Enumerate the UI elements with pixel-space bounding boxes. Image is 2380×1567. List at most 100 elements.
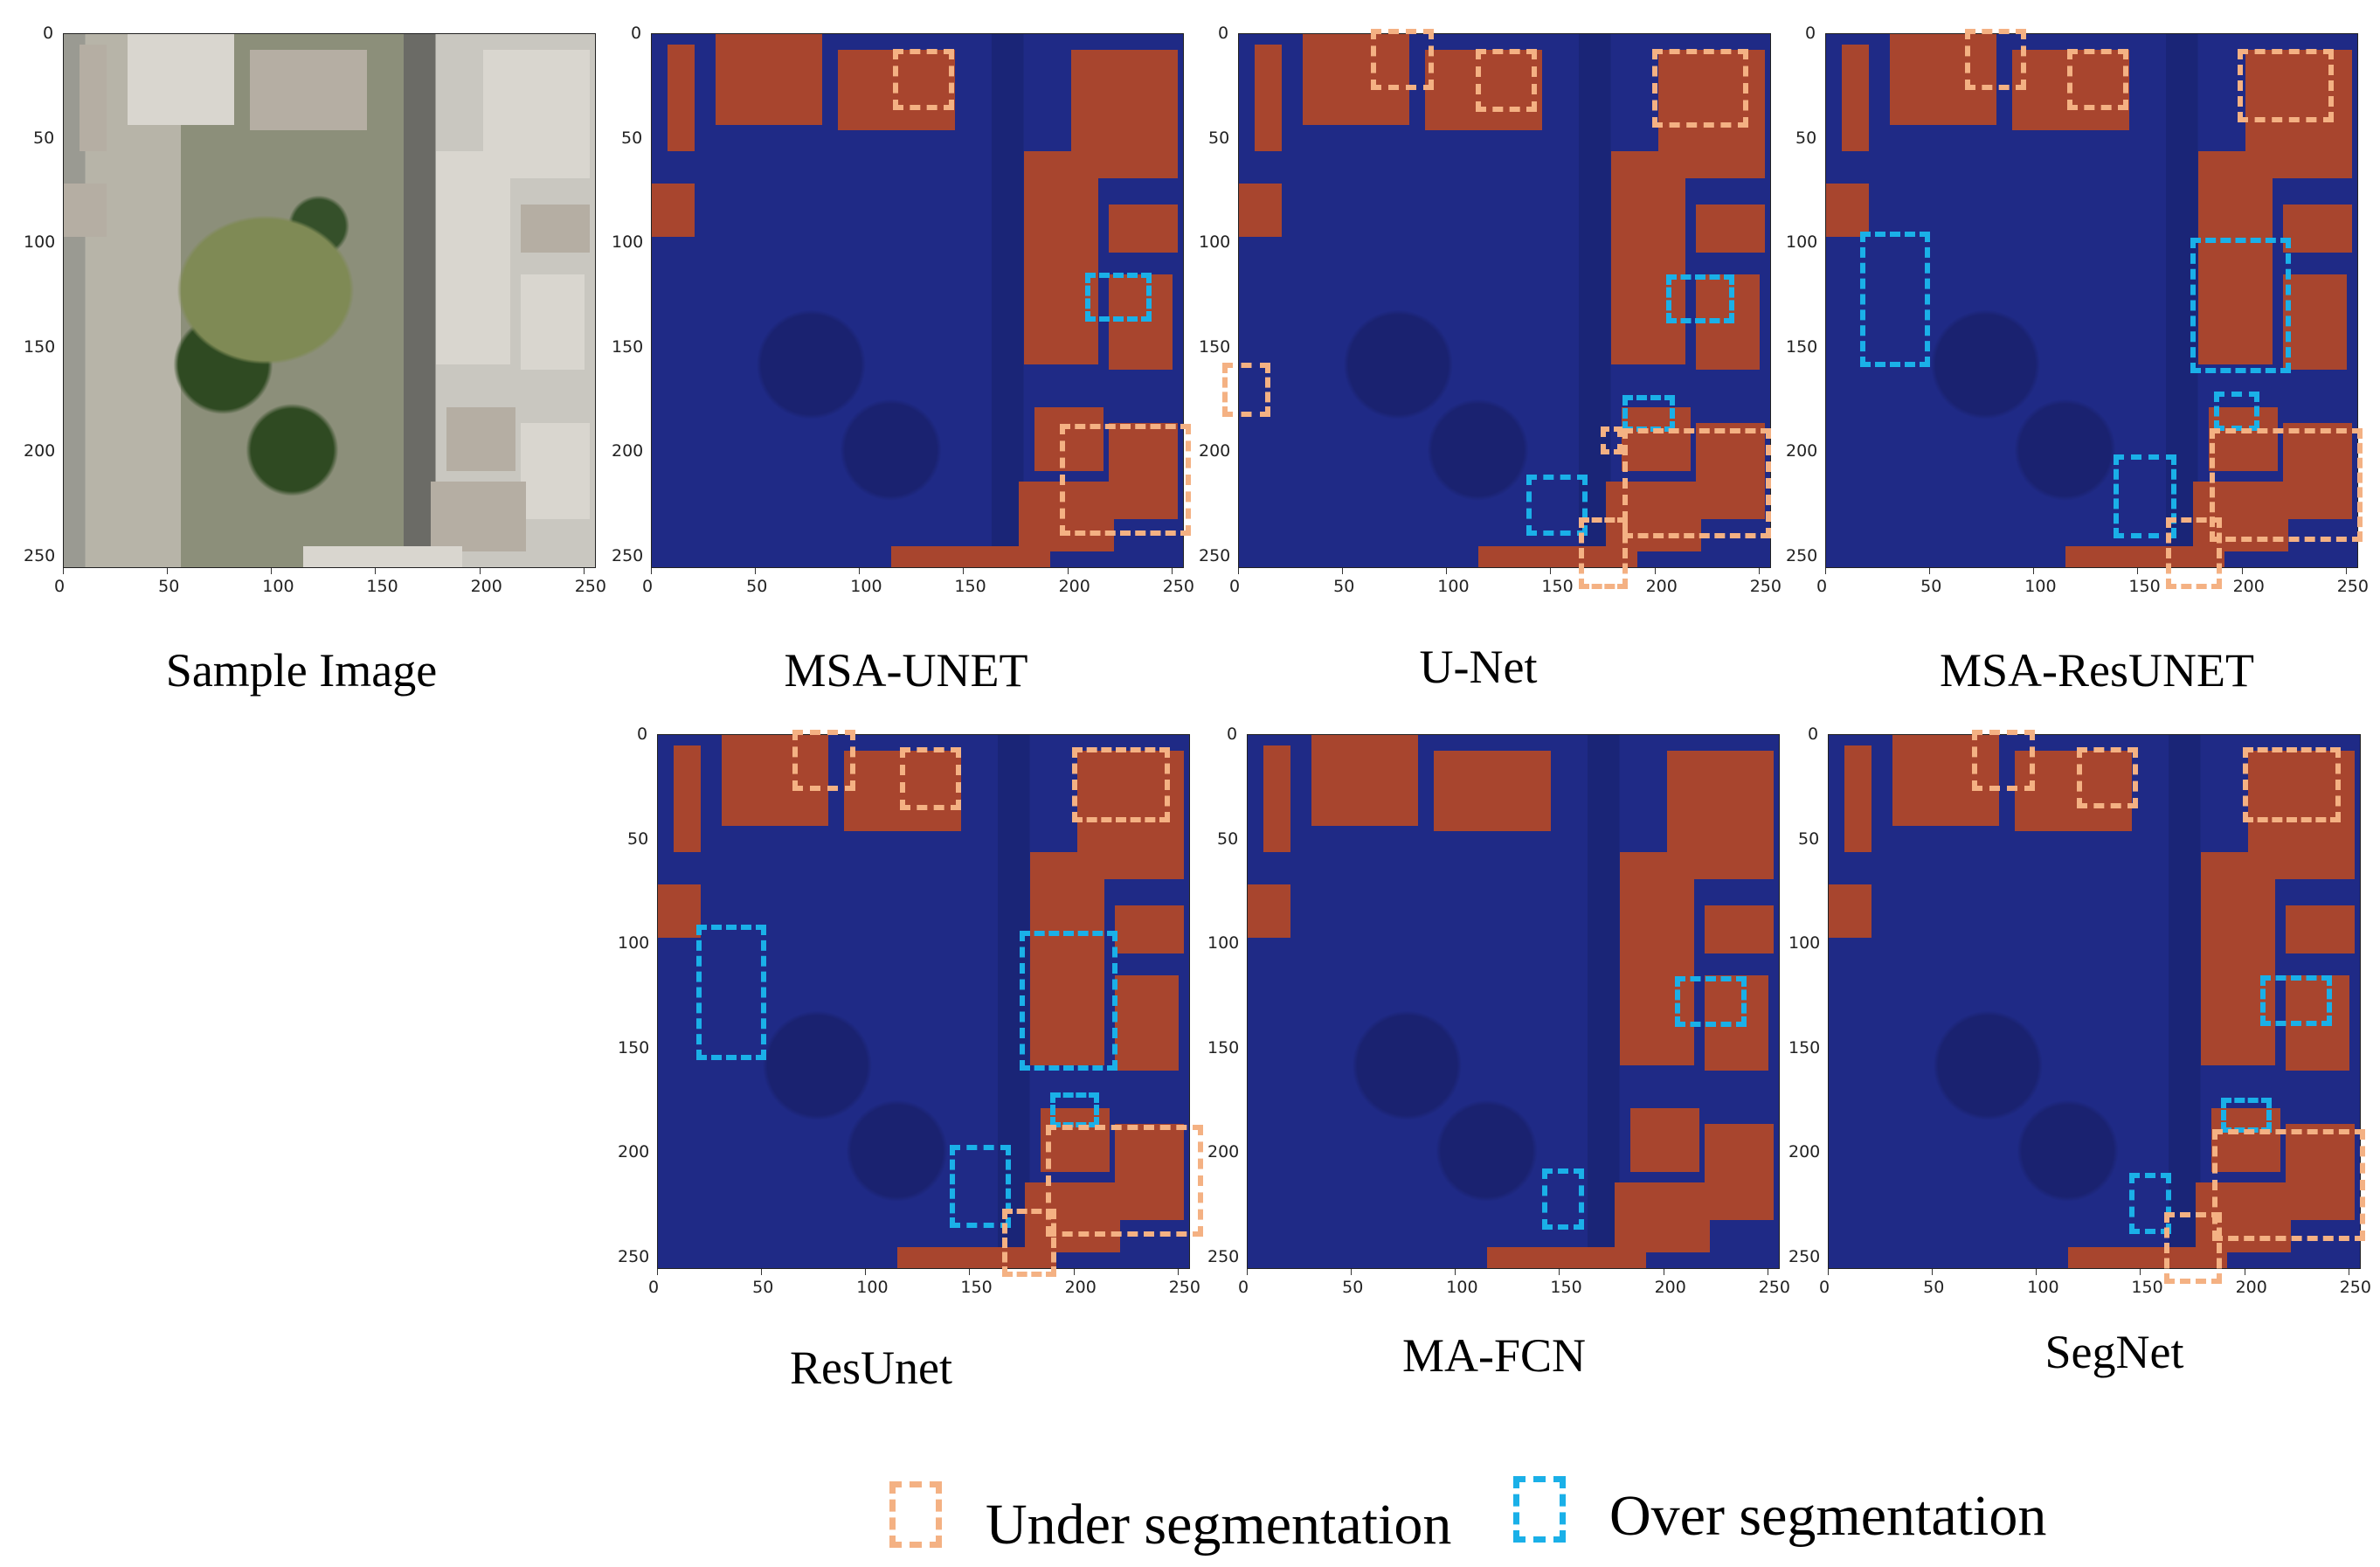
x-tick-label: 0 xyxy=(54,577,66,596)
x-tick-label: 100 xyxy=(262,577,294,596)
x-tick-label: 250 xyxy=(1168,1278,1200,1297)
under-segmentation-box xyxy=(2077,747,2138,808)
y-tick-label: 50 xyxy=(1217,829,1239,849)
under-segmentation-box xyxy=(893,49,954,110)
mask-building xyxy=(1629,1108,1699,1173)
y-tick-label: 250 xyxy=(1786,545,1818,565)
x-tick-mark xyxy=(375,568,377,574)
photo-building xyxy=(430,482,526,551)
x-tick-mark xyxy=(479,568,481,574)
x-tick-mark xyxy=(1929,568,1931,574)
legend-over-label: Over segmentation xyxy=(1609,1484,2047,1548)
photo-building xyxy=(435,151,510,365)
x-tick-label: 200 xyxy=(470,577,502,596)
mask-building xyxy=(2208,407,2278,472)
mask-building xyxy=(1619,852,1694,1066)
under-segmentation-box xyxy=(1622,428,1771,538)
x-tick-mark xyxy=(2140,1269,2141,1275)
mask-building xyxy=(1614,1182,1710,1252)
x-tick-mark xyxy=(1455,1269,1456,1275)
over-segmentation-box xyxy=(2214,392,2259,431)
caption-ma-fcn: MA-FCN xyxy=(1401,1329,1587,1382)
caption-u-net: U-Net xyxy=(1419,641,1538,693)
photo-building xyxy=(446,407,515,472)
y-tick-label: 250 xyxy=(1788,1246,1821,1266)
mask-building xyxy=(1829,884,1871,938)
y-tick-label: 50 xyxy=(1798,829,1820,849)
y-tick-label: 200 xyxy=(612,441,644,461)
over-segmentation-box xyxy=(2221,1098,2272,1133)
x-tick-label: 0 xyxy=(648,1278,660,1297)
under-segmentation-box xyxy=(1222,363,1270,417)
legend-over-swatch-icon xyxy=(1513,1476,1566,1543)
x-tick-mark xyxy=(2036,1269,2038,1275)
x-tick-label: 150 xyxy=(960,1278,993,1297)
mask-building xyxy=(2282,274,2347,371)
y-tick-label: 150 xyxy=(24,336,56,357)
y-tick-label: 200 xyxy=(1207,1142,1240,1162)
y-tick-label: 100 xyxy=(24,232,56,253)
x-tick-mark xyxy=(583,568,585,574)
x-tick-label: 150 xyxy=(2131,1278,2163,1297)
mask-building xyxy=(1239,183,1282,237)
y-tick-label: 100 xyxy=(612,232,644,253)
over-segmentation-box xyxy=(1622,395,1675,432)
x-tick-mark xyxy=(761,1269,763,1275)
mask-building xyxy=(1029,852,1104,1066)
x-tick-mark xyxy=(1342,568,1344,574)
x-tick-label: 200 xyxy=(1058,577,1090,596)
x-tick-label: 250 xyxy=(574,577,606,596)
x-tick-label: 200 xyxy=(1654,1278,1686,1297)
mask-building xyxy=(896,1246,1056,1268)
mask-building xyxy=(721,735,828,826)
x-tick-label: 200 xyxy=(2235,1278,2267,1297)
x-tick-mark xyxy=(63,568,64,574)
under-segmentation-box xyxy=(1046,1125,1203,1237)
x-tick-mark xyxy=(651,568,652,574)
x-tick-label: 50 xyxy=(1333,577,1355,596)
over-segmentation-box xyxy=(2129,1173,2171,1234)
x-tick-mark xyxy=(1247,1269,1248,1275)
y-tick-label: 150 xyxy=(1207,1037,1240,1057)
x-tick-label: 0 xyxy=(1816,577,1828,596)
caption-resunet: ResUnet xyxy=(790,1342,952,1394)
x-tick-mark xyxy=(2033,568,2035,574)
over-segmentation-box xyxy=(950,1145,1011,1228)
x-tick-mark xyxy=(167,568,169,574)
mask-building xyxy=(1844,745,1871,853)
under-segmentation-box xyxy=(1002,1209,1056,1277)
x-tick-label: 0 xyxy=(642,577,654,596)
caption-msa-unet: MSA-UNET xyxy=(784,644,1028,697)
y-tick-label: 250 xyxy=(1207,1246,1240,1266)
mask-building xyxy=(2282,423,2352,520)
x-tick-mark xyxy=(865,1269,867,1275)
mask-building xyxy=(668,45,695,152)
y-tick-label: 50 xyxy=(1208,128,1230,148)
y-tick-label: 100 xyxy=(1207,933,1240,953)
mask-building xyxy=(1704,1124,1774,1221)
y-tick-label: 200 xyxy=(1786,441,1818,461)
x-tick-label: 150 xyxy=(2128,577,2161,596)
mask-building xyxy=(1248,884,1290,938)
x-tick-mark xyxy=(755,568,757,574)
x-tick-label: 0 xyxy=(1238,1278,1249,1297)
caption-msa-resunet: MSA-ResUNET xyxy=(1940,644,2254,697)
y-tick-label: 100 xyxy=(1788,933,1821,953)
mask-building xyxy=(1486,1246,1646,1268)
over-segmentation-box xyxy=(2114,454,2176,538)
x-tick-label: 50 xyxy=(746,577,768,596)
x-tick-mark xyxy=(859,568,861,574)
y-tick-label: 0 xyxy=(1808,725,1819,744)
photo-building xyxy=(127,34,234,125)
photo-building xyxy=(520,423,590,520)
mask-building xyxy=(1023,151,1098,365)
y-tick-label: 150 xyxy=(612,336,644,357)
x-tick-mark xyxy=(1825,568,1826,574)
mask-building xyxy=(890,545,1050,567)
under-segmentation-box xyxy=(1060,424,1191,536)
mask-building xyxy=(658,884,701,938)
mask-building xyxy=(2065,545,2224,567)
over-segmentation-box xyxy=(1860,232,1930,367)
caption-sample: Sample Image xyxy=(165,644,438,697)
under-segmentation-box xyxy=(2164,1212,2222,1284)
